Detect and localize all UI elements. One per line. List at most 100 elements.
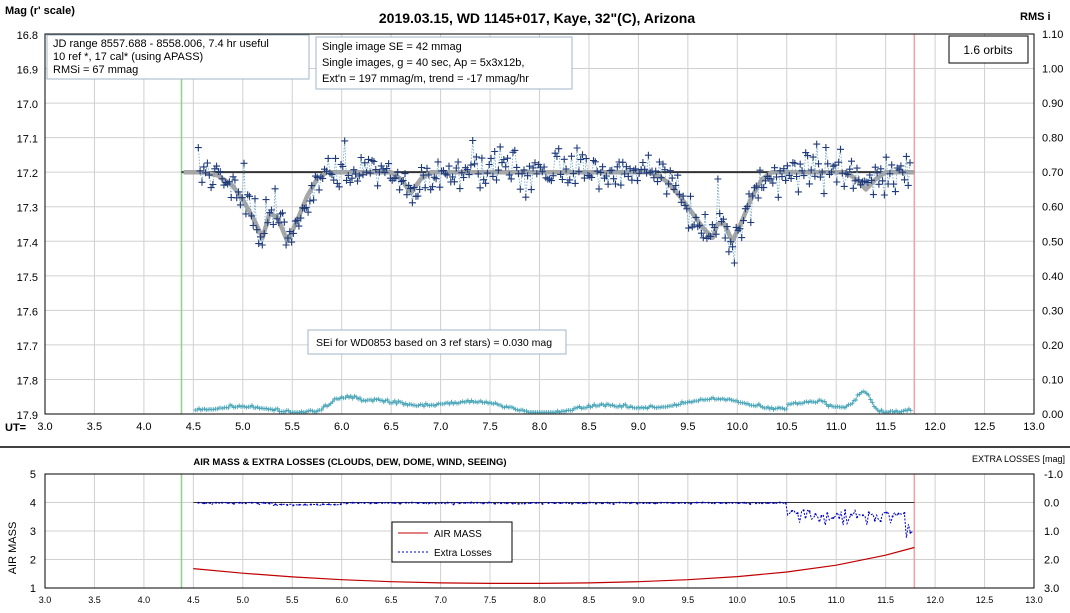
annotation-line: 1.6 orbits <box>963 43 1012 57</box>
extra-losses-point <box>434 502 437 505</box>
data-point <box>610 175 618 183</box>
y-left-tick-label: 17.2 <box>17 168 38 180</box>
data-point <box>617 181 625 189</box>
data-point <box>697 229 705 237</box>
y-right-tick-labels: 1.10 1.00 0.90 0.80 0.70 0.60 0.50 0.40 0.30 0.20… <box>1042 29 1063 421</box>
data-point <box>736 225 744 233</box>
data-point <box>804 152 812 160</box>
x-tick-label: 3.0 <box>37 421 52 433</box>
x-tick-label: 6.0 <box>334 421 349 433</box>
rms-point <box>822 399 827 404</box>
y-left-tick-label: 17.4 <box>17 237 38 249</box>
data-point <box>791 159 799 167</box>
data-point <box>873 169 881 177</box>
data-point <box>661 166 669 174</box>
extra-losses-point <box>410 501 413 504</box>
data-point <box>848 157 855 165</box>
data-point <box>864 179 872 186</box>
data-point <box>613 163 621 171</box>
x-tick-label: 9.5 <box>680 421 695 433</box>
data-point <box>467 161 475 169</box>
data-point <box>410 183 418 191</box>
x-tick-label: 5.0 <box>235 421 250 433</box>
y-left-tick-label: 17.8 <box>17 375 38 387</box>
y-left-tick-label: 17.6 <box>17 306 38 318</box>
data-point <box>322 167 330 175</box>
extra-losses-point <box>215 501 218 504</box>
data-point <box>253 226 261 234</box>
data-point <box>260 230 268 237</box>
y-right-axis-label: RMS i <box>1020 11 1051 23</box>
x-tick-labels: 3.0 3.5 4.0 4.5 5.0 5.5 6.0 6.5 7.0 7.5 8.0 8.5 9.0 9… <box>39 595 1043 605</box>
extra-losses-point <box>203 502 206 505</box>
data-point <box>716 210 724 218</box>
data-point <box>840 182 848 190</box>
x-tick-label: 3.5 <box>87 421 102 433</box>
data-point <box>396 186 404 194</box>
rms-point <box>394 401 399 406</box>
data-point <box>557 170 565 178</box>
extra-losses-point <box>256 502 259 505</box>
data-point <box>816 173 824 181</box>
x-tick-label: 9.5 <box>682 595 695 605</box>
x-tick-label: 4.5 <box>187 595 200 605</box>
extra-losses-point <box>422 502 425 505</box>
data-point <box>756 166 764 174</box>
extra-losses-point <box>464 501 467 504</box>
data-point <box>198 178 206 186</box>
data-point <box>793 173 801 180</box>
data-point <box>782 176 790 184</box>
data-point <box>566 176 574 184</box>
extra-losses-point <box>304 503 307 506</box>
data-point <box>205 171 213 179</box>
rms-point <box>678 402 683 407</box>
data-point <box>891 188 899 196</box>
data-point <box>851 177 859 185</box>
data-point <box>796 160 804 168</box>
extra-losses-point <box>416 502 419 505</box>
extra-losses-point <box>316 503 318 506</box>
x-tick-label: 11.5 <box>875 421 896 433</box>
extra-losses-point <box>494 502 496 505</box>
data-point <box>886 170 894 178</box>
data-point <box>408 199 416 207</box>
data-point <box>818 168 826 176</box>
data-point <box>835 158 843 166</box>
data-point <box>560 155 568 163</box>
data-point <box>454 158 462 166</box>
y-right-tick-label: 1.0 <box>1044 526 1059 538</box>
y-left-tick-label: 17.3 <box>17 203 38 215</box>
legend-label: Extra Losses <box>434 548 492 559</box>
data-point <box>365 155 372 163</box>
extra-losses-point <box>553 502 556 505</box>
data-point <box>846 165 854 173</box>
vertical-markers <box>180 474 916 588</box>
rms-point <box>870 400 875 405</box>
data-point <box>813 140 821 148</box>
rms-point <box>850 401 855 406</box>
data-point <box>683 205 691 213</box>
data-point <box>288 238 296 246</box>
data-point <box>553 153 561 160</box>
extra-losses-point <box>749 503 752 505</box>
x-tick-label: 11.5 <box>877 595 894 605</box>
y-left-tick-label: 17.0 <box>17 99 38 111</box>
chart-title: 2019.03.15, WD 1145+017, Kaye, 32"(C), A… <box>379 10 695 26</box>
data-point <box>780 165 788 173</box>
y-right-tick-labels: -1.0 0.0 1.0 2.0 3.0 <box>1044 469 1063 595</box>
data-point <box>665 180 672 188</box>
data-point <box>721 234 729 242</box>
data-point <box>619 158 627 166</box>
extra-losses-point <box>850 513 852 516</box>
data-point <box>491 148 499 155</box>
rms-point <box>908 408 913 413</box>
data-point <box>807 166 815 174</box>
data-point <box>359 171 367 179</box>
legend-label: AIR MASS <box>434 529 482 540</box>
extra-losses-point <box>280 503 283 506</box>
data-point <box>710 224 718 231</box>
data-point <box>869 191 877 199</box>
extra-losses-point <box>897 512 900 515</box>
extra-losses-point <box>903 512 906 514</box>
extra-losses-point <box>867 511 870 514</box>
